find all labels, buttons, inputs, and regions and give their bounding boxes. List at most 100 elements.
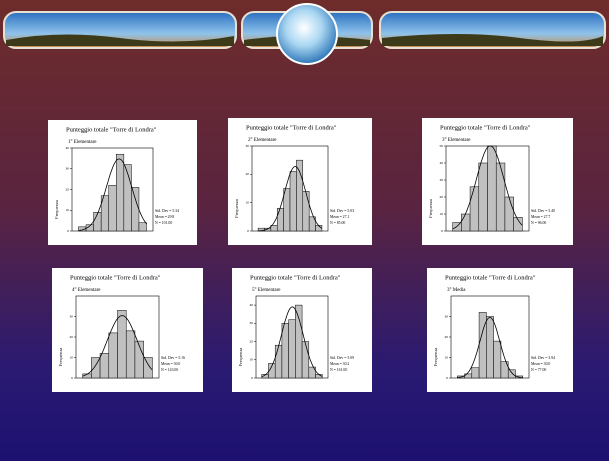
- panel-subtitle: 1° Elementare: [68, 140, 97, 145]
- y-tick-label: 30: [66, 167, 70, 171]
- stats-label: N = 96.00: [531, 221, 546, 225]
- histogram-bar: [478, 312, 487, 379]
- histogram-bar: [131, 187, 140, 232]
- stats-label: Mean = 30.2: [330, 362, 349, 366]
- histogram-panel: Punteggio totale "Torre di Londra" 2° Ele…: [228, 118, 372, 245]
- histogram-bar: [478, 162, 488, 232]
- panel-subtitle: 3° Media: [447, 288, 466, 293]
- normal-curve: [78, 158, 147, 231]
- histogram-panel: Punteggio totale "Torre di Londra" 3° Ele…: [422, 118, 573, 245]
- y-tick-label: 10: [66, 208, 70, 212]
- histogram-bar: [504, 196, 514, 232]
- y-axis-label: Frequenza: [433, 348, 438, 367]
- y-tick-label: 30: [440, 178, 444, 182]
- histogram-bar: [493, 340, 502, 379]
- histogram-bar: [302, 191, 310, 232]
- histogram-bar: [99, 353, 110, 379]
- panel-title: Punteggio totale "Torre di Londra": [246, 124, 337, 131]
- normal-curve: [258, 165, 323, 232]
- stats-label: Mean = 27.7: [531, 215, 550, 219]
- histogram-bar: [495, 162, 506, 232]
- histogram-bar: [143, 357, 153, 379]
- panel-title: Punteggio totale "Torre di Londra": [250, 274, 341, 281]
- y-tick-label: 0: [446, 376, 448, 380]
- histogram-bar: [117, 310, 127, 379]
- stats-label: Mean = 27.1: [330, 215, 349, 219]
- histogram-panel: Punteggio totale "Torre di Londra" 3° Med…: [427, 268, 573, 392]
- normal-curve: [82, 315, 153, 377]
- histogram-bar: [116, 153, 125, 232]
- panel-title: Punteggio totale "Torre di Londra": [440, 124, 531, 131]
- y-tick-label: 0: [67, 229, 69, 233]
- stats-label: Std. Dev = 5.34: [155, 209, 179, 213]
- y-tick-label: 10: [440, 212, 444, 216]
- histogram-bar: [507, 369, 516, 379]
- y-tick-label: 30: [250, 321, 254, 325]
- stats-label: Std. Dev = 5.03: [330, 209, 354, 213]
- histogram-bar: [289, 171, 297, 232]
- panel-title: Punteggio totale "Torre di Londra": [66, 126, 157, 133]
- y-tick-label: 20: [70, 335, 74, 339]
- y-tick-label: 10: [445, 355, 449, 359]
- stats-label: Std. Dev = 5.40: [531, 209, 555, 213]
- y-tick-label: 40: [66, 146, 70, 150]
- stats-label: N = 161.00: [330, 368, 347, 372]
- y-tick-label: 0: [71, 376, 73, 380]
- stats-label: N = 101.00: [155, 221, 172, 225]
- panel-subtitle: 5° Elementare: [252, 288, 281, 293]
- panel-subtitle: 4° Elementare: [72, 288, 101, 293]
- histogram-bar: [469, 186, 480, 232]
- histogram-bar: [270, 225, 278, 232]
- histogram-bar: [486, 316, 494, 379]
- histogram-bar: [461, 213, 471, 232]
- panel-title: Punteggio totale "Torre di Londra": [445, 274, 536, 281]
- histogram-panel: Punteggio totale "Torre di Londra" 1° Ele…: [48, 120, 197, 245]
- histogram-bar: [125, 330, 136, 379]
- histogram-bar: [288, 319, 296, 379]
- histogram-bar: [283, 188, 291, 232]
- stats-label: Mean = 29.8: [155, 215, 174, 219]
- y-tick-label: 40: [250, 303, 254, 307]
- histogram-panel: Punteggio totale "Torre di Londra" 4° Ele…: [52, 268, 203, 392]
- banner: [3, 3, 606, 65]
- stats-label: Std. Dev = 5.16: [161, 356, 185, 360]
- y-tick-label: 0: [251, 376, 253, 380]
- y-tick-label: 20: [66, 187, 70, 191]
- stats-label: N = 85.00: [330, 221, 345, 225]
- y-tick-label: 30: [246, 144, 250, 148]
- y-axis-label: Frequenza: [58, 348, 63, 367]
- histogram-bar: [138, 222, 147, 232]
- stats-label: Mean = 30.0: [161, 362, 180, 366]
- y-tick-label: 40: [440, 161, 444, 165]
- stats-label: Std. Dev = 5.09: [330, 356, 354, 360]
- y-tick-label: 50: [440, 144, 444, 148]
- stats-label: Mean = 30.0: [531, 362, 550, 366]
- y-tick-label: 30: [445, 314, 449, 318]
- histogram-panel: Punteggio totale "Torre di Londra" 5° Ele…: [232, 268, 372, 392]
- panel-title: Punteggio totale "Torre di Londra": [70, 274, 161, 281]
- panel-subtitle: 2° Elementare: [248, 138, 277, 143]
- histogram-bar: [301, 341, 310, 379]
- stats-label: N = 77.00: [531, 368, 546, 372]
- histogram-bar: [513, 217, 523, 232]
- y-tick-label: 10: [250, 358, 254, 362]
- histogram-bar: [276, 208, 284, 232]
- normal-curve: [452, 145, 523, 230]
- histogram-bar: [308, 216, 316, 232]
- y-tick-label: 10: [246, 200, 250, 204]
- y-tick-label: 20: [440, 195, 444, 199]
- normal-curve: [457, 317, 523, 379]
- histogram-bar: [308, 366, 316, 379]
- panel-subtitle: 3° Elementare: [442, 138, 471, 143]
- histogram-bar: [281, 323, 289, 379]
- stats-label: N = 143.00: [161, 368, 178, 372]
- y-tick-label: 20: [445, 335, 449, 339]
- y-tick-label: 20: [250, 339, 254, 343]
- histogram-bar: [274, 344, 283, 379]
- y-axis-label: Frequenza: [428, 199, 433, 218]
- histogram-bar: [93, 212, 102, 232]
- histogram-bar: [295, 304, 303, 379]
- histogram-bar: [108, 332, 118, 379]
